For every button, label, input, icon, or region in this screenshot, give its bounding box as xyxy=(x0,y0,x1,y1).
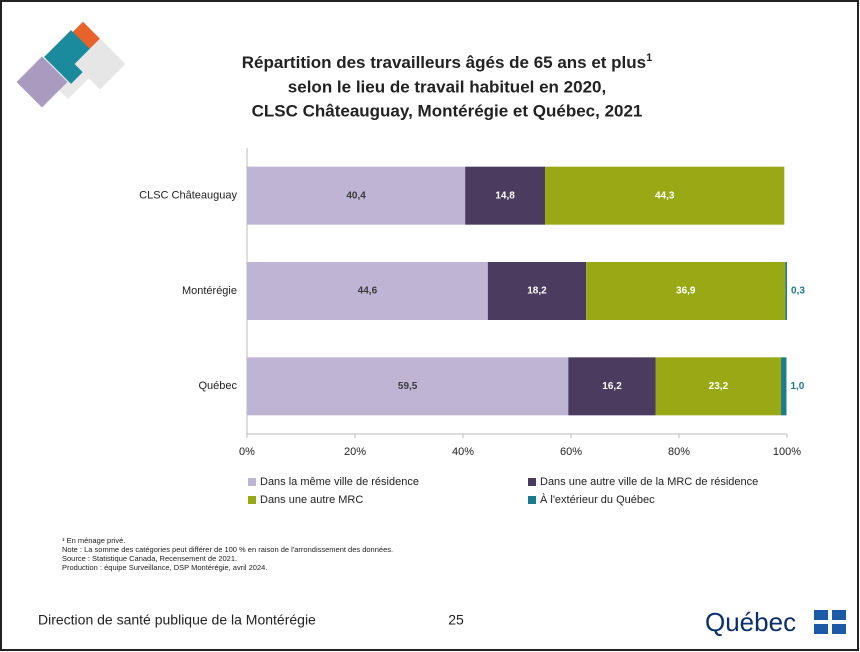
bar-segment xyxy=(785,262,787,320)
page-number: 25 xyxy=(448,612,464,628)
x-tick-label: 60% xyxy=(560,446,582,458)
slide: Répartition des travailleurs âgés de 65 … xyxy=(0,0,860,652)
footer-organization: Direction de santé publique de la Montér… xyxy=(38,612,316,628)
title-line: Répartition des travailleurs âgés de 65 … xyxy=(242,53,646,72)
x-tick-label: 80% xyxy=(668,446,690,458)
footnote: ¹ En ménage privé. xyxy=(62,536,125,545)
legend-swatch xyxy=(528,478,536,486)
legend-label: À l'extérieur du Québec xyxy=(540,493,655,506)
value-label: 1,0 xyxy=(790,381,804,392)
value-label: 23,2 xyxy=(709,381,729,392)
legend-swatch xyxy=(248,478,256,486)
x-tick-label: 0% xyxy=(239,446,255,458)
legend-swatch xyxy=(248,496,256,504)
x-tick-label: 20% xyxy=(344,446,366,458)
logo-text: Québec xyxy=(705,607,796,637)
logo-flag xyxy=(814,610,846,634)
value-label: 44,6 xyxy=(358,286,378,297)
x-tick-label: 40% xyxy=(452,446,474,458)
legend-label: Dans une autre MRC xyxy=(260,494,363,506)
value-label: 40,4 xyxy=(346,190,366,201)
legend-label: Dans la même ville de résidence xyxy=(260,476,419,488)
value-label: 59,5 xyxy=(398,381,418,392)
chart-title: Répartition des travailleurs âgés de 65 … xyxy=(242,52,653,73)
y-tick-label: CLSC Châteauguay xyxy=(139,190,237,202)
value-label: 14,8 xyxy=(495,190,515,201)
legend-swatch xyxy=(528,496,536,504)
value-label: 0,3 xyxy=(791,286,805,297)
value-label: 16,2 xyxy=(602,381,622,392)
bar-segment xyxy=(781,357,786,415)
chart-title: selon le lieu de travail habituel en 202… xyxy=(288,77,606,96)
footnote: Source : Statistique Canada, Recensement… xyxy=(62,554,237,563)
footnote: Production : équipe Surveillance, DSP Mo… xyxy=(62,563,267,572)
x-tick-label: 100% xyxy=(773,446,801,458)
value-label: 36,9 xyxy=(676,286,696,297)
value-label: 44,3 xyxy=(655,190,675,201)
footnote: Note : La somme des catégories peut diff… xyxy=(62,545,393,554)
value-label: 18,2 xyxy=(527,286,547,297)
y-tick-label: Québec xyxy=(198,380,237,392)
chart-title: CLSC Châteauguay, Montérégie et Québec, … xyxy=(252,101,643,120)
legend-label: Dans une autre ville de la MRC de réside… xyxy=(540,476,758,488)
y-tick-label: Montérégie xyxy=(182,285,237,297)
title-superscript: 1 xyxy=(646,52,652,64)
